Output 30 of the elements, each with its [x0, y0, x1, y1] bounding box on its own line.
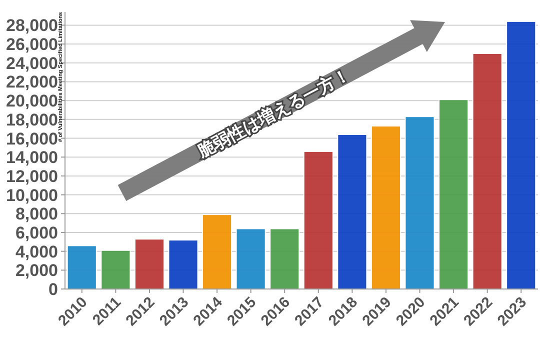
- bar: [506, 20, 536, 290]
- y-tick-label: 8,000: [15, 204, 58, 224]
- y-tick-label: 18,000: [6, 110, 58, 130]
- y-tick-label: 22,000: [6, 72, 58, 92]
- bar: [404, 116, 435, 290]
- bar: [370, 126, 401, 290]
- bar: [236, 228, 266, 290]
- bar: [270, 228, 300, 290]
- y-tick-label: 20,000: [6, 92, 58, 111]
- y-tick-label: 12,000: [6, 166, 58, 186]
- y-tick-label: 26,000: [6, 35, 58, 54]
- bar: [168, 240, 198, 290]
- bar: [472, 52, 502, 290]
- bar: [100, 250, 131, 290]
- y-tick-label: 14,000: [6, 148, 58, 168]
- y-tick-label: 4,000: [15, 242, 58, 262]
- bar: [303, 150, 334, 290]
- y-tick-label: 28,000: [6, 16, 58, 36]
- bar: [202, 214, 232, 290]
- y-tick-label: 16,000: [6, 129, 58, 148]
- bar: [337, 134, 368, 290]
- bar: [134, 238, 164, 290]
- y-tick-label: 2,000: [15, 261, 58, 280]
- y-tick-label: 0: [48, 280, 58, 299]
- annotation: 脆弱性は増える一方！: [193, 64, 354, 162]
- bar: [438, 99, 469, 290]
- y-tick-label: 24,000: [6, 54, 58, 73]
- y-tick-label: 6,000: [15, 223, 58, 242]
- bar: [66, 245, 97, 290]
- y-tick-label: 10,000: [6, 186, 58, 205]
